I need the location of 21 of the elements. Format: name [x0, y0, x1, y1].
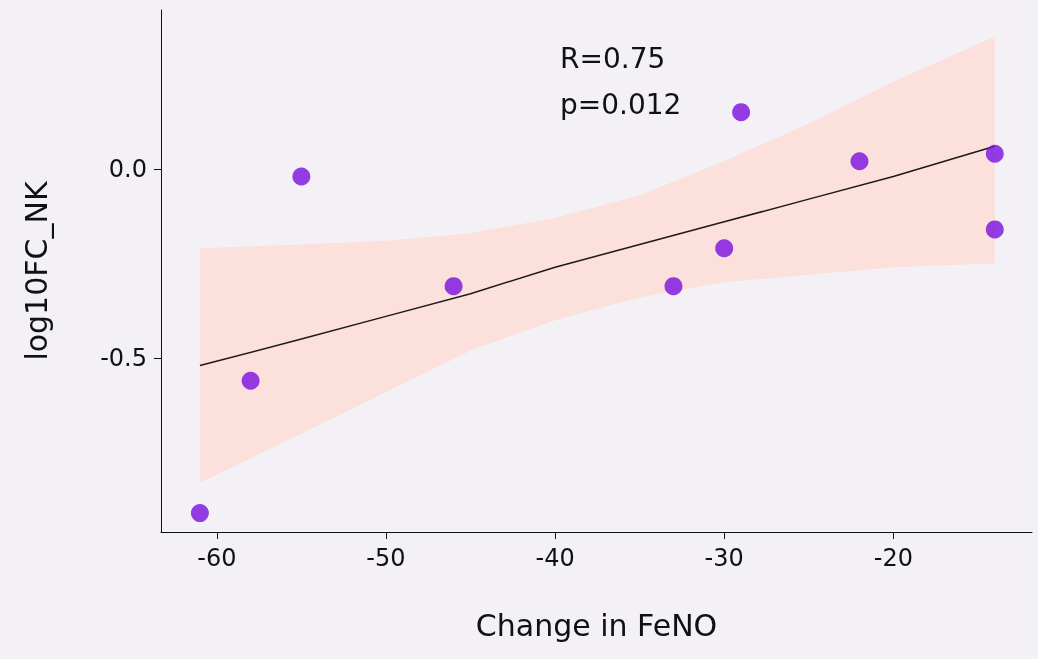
y-tick-label: 0.0 — [108, 154, 147, 183]
y-axis-title: log10FC_NK — [18, 180, 54, 361]
point — [985, 144, 1004, 163]
x-tick-label: -30 — [704, 544, 744, 572]
x-tick-label: -20 — [873, 544, 913, 572]
point — [190, 504, 209, 523]
point — [985, 220, 1004, 239]
point — [292, 167, 311, 186]
x-axis-title: Change in FeNO — [475, 607, 718, 643]
y-tick-label: -0.5 — [100, 344, 147, 372]
point — [732, 103, 751, 122]
point — [241, 371, 260, 390]
annotation: p=0.012 — [560, 87, 682, 121]
point — [715, 239, 734, 258]
annotation: R=0.75 — [560, 41, 666, 75]
point — [444, 277, 463, 296]
point — [664, 277, 683, 296]
point — [850, 152, 869, 171]
x-tick-label: -50 — [366, 544, 406, 572]
x-tick-label: -60 — [197, 544, 237, 572]
x-tick-label: -40 — [535, 544, 575, 572]
